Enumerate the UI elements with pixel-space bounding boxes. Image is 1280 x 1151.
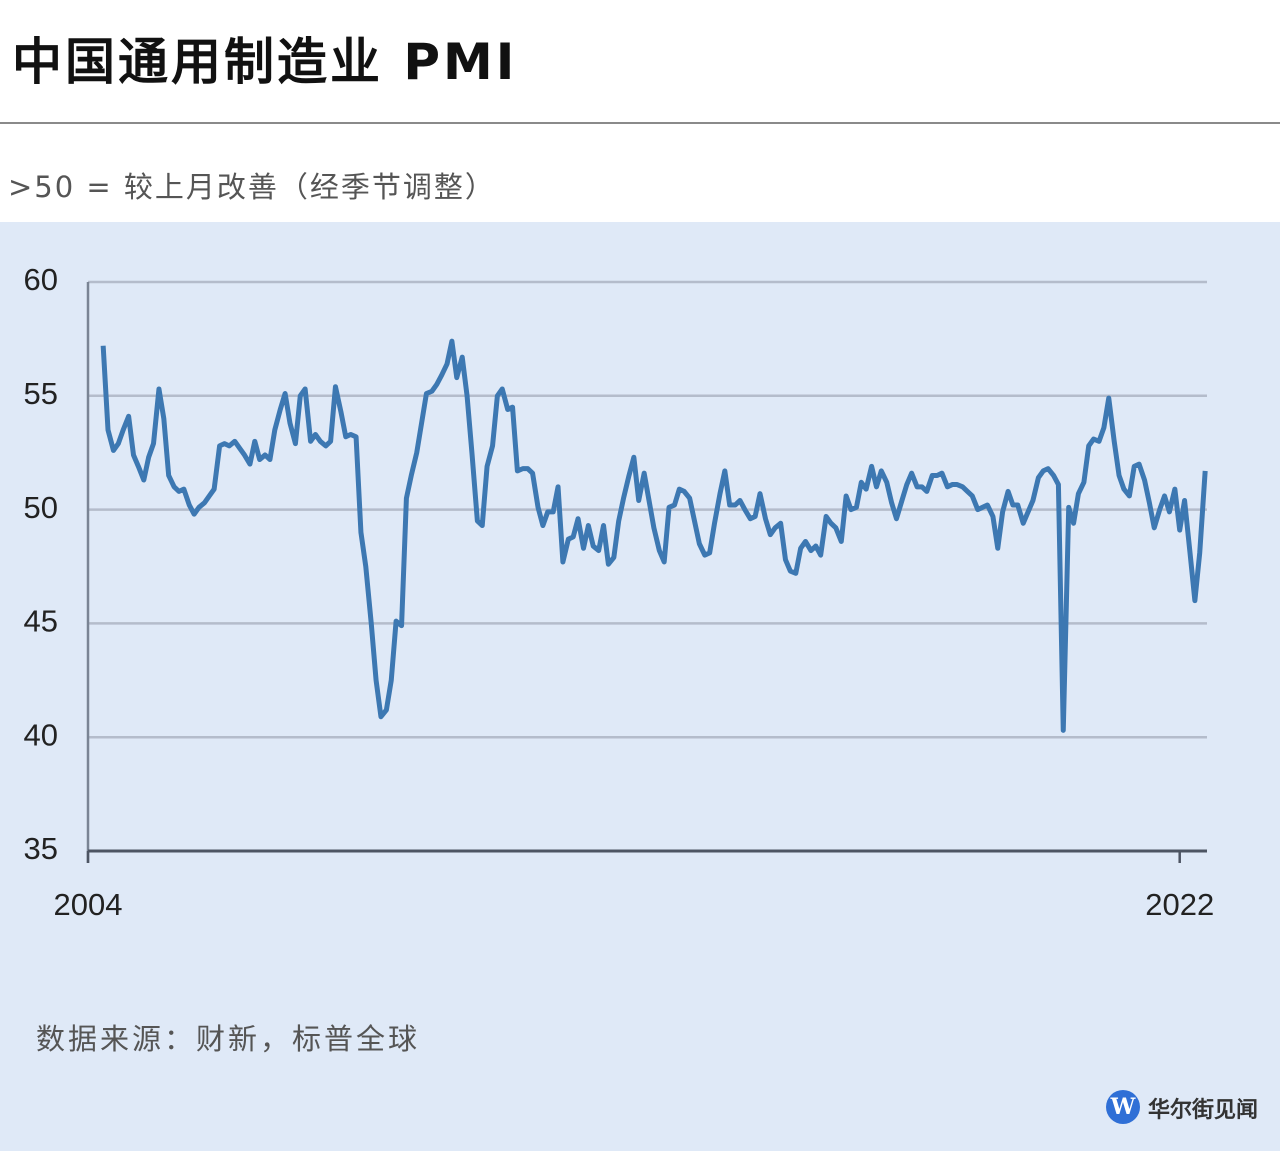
y-tick-label: 40 — [24, 717, 58, 752]
y-tick-label: 45 — [24, 604, 58, 639]
source-note: 数据来源：财新，标普全球 — [36, 1022, 421, 1056]
chart-subtitle: >50 = 较上月改善（经季节调整） — [8, 170, 496, 204]
y-tick-label: 35 — [24, 831, 58, 866]
data-line — [100, 338, 1208, 733]
x-tick-label: 2022 — [1145, 887, 1214, 922]
watermark: 华尔街见闻 — [1148, 1097, 1259, 1123]
y-tick-label: 50 — [24, 490, 58, 525]
y-tick-label: 60 — [24, 262, 58, 297]
watermark-logo: W — [1106, 1090, 1140, 1124]
x-tick-label: 2004 — [54, 887, 123, 922]
divider — [0, 122, 1280, 124]
chart-title: 中国通用制造业 PMI — [12, 33, 518, 91]
y-tick-label: 55 — [24, 376, 58, 411]
